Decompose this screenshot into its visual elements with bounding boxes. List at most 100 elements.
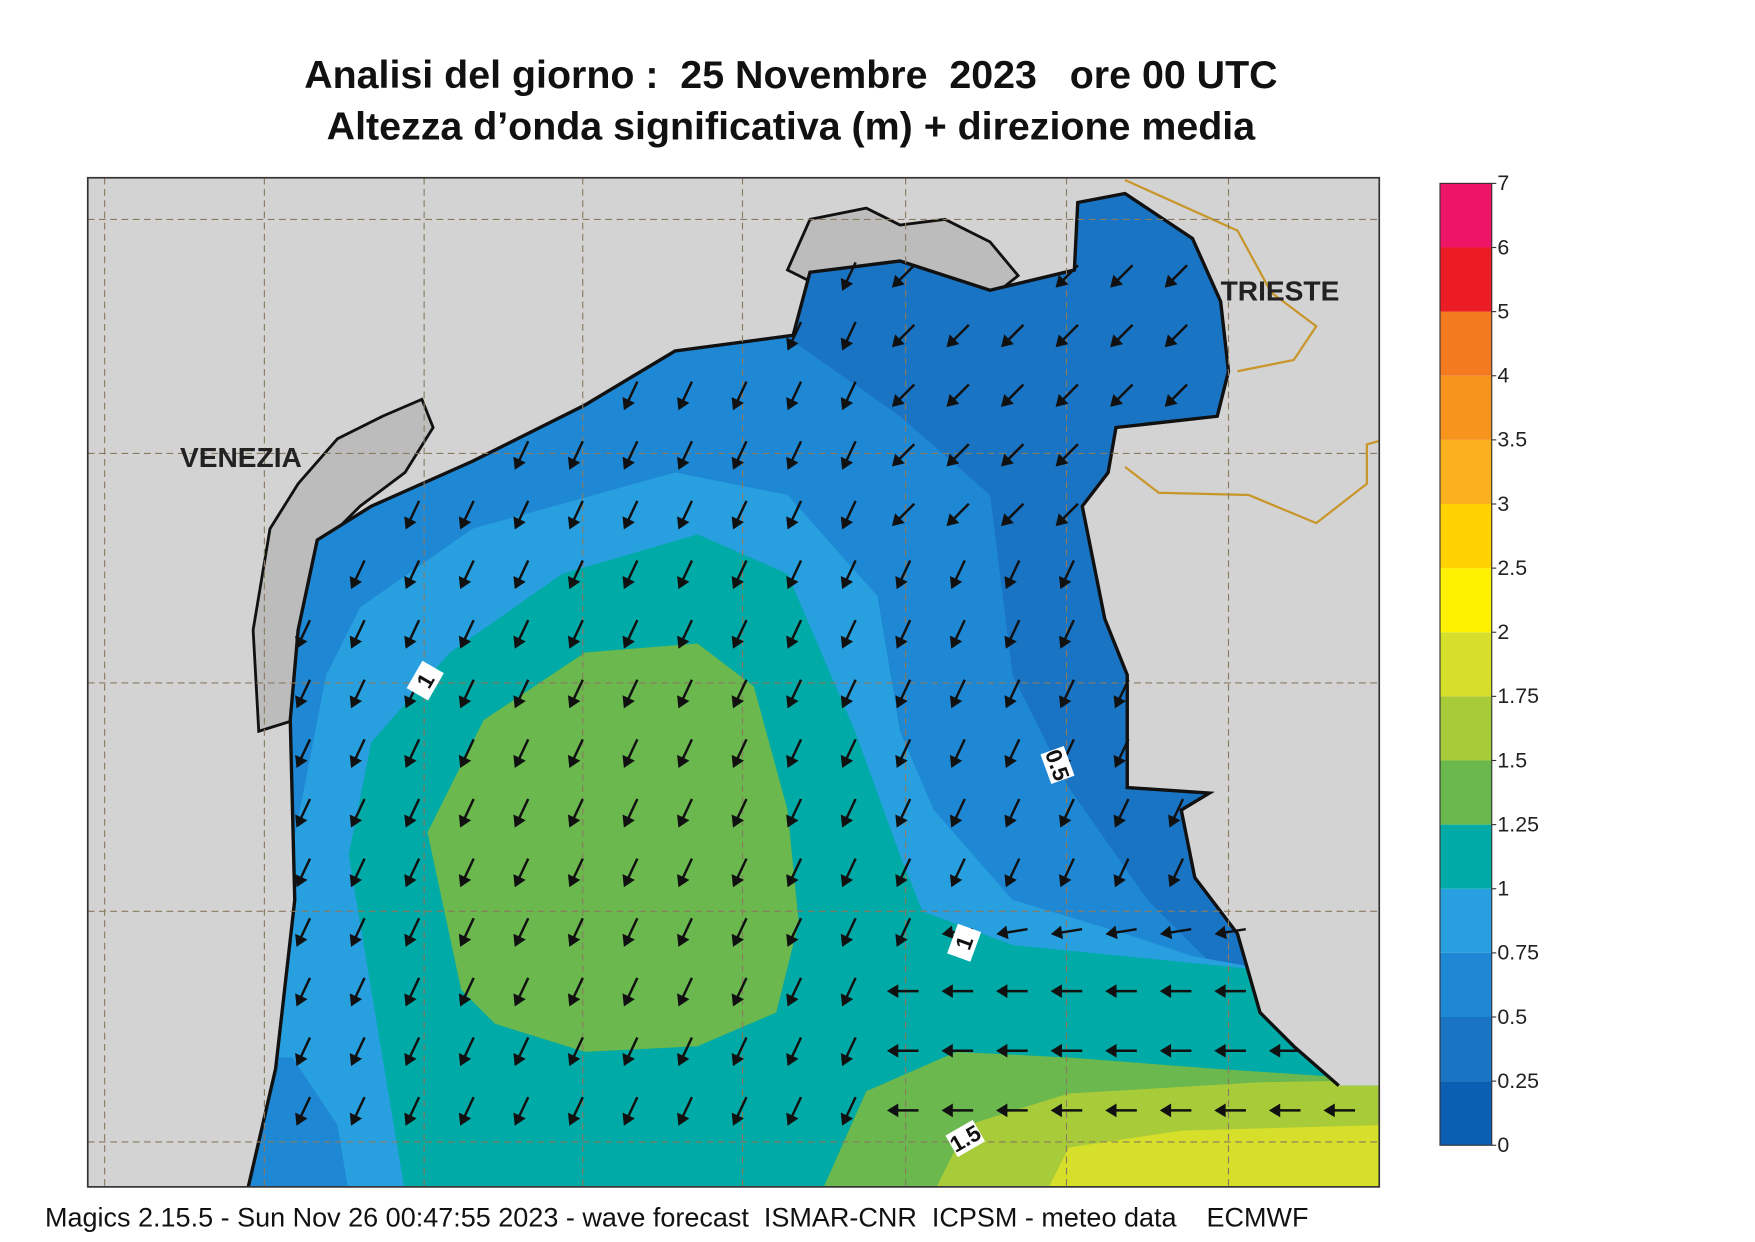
contour-label-box — [945, 1119, 986, 1158]
colorbar-label: 0 — [1497, 1133, 1509, 1157]
arrow-head — [1159, 1043, 1172, 1058]
arrow-head — [1050, 1103, 1062, 1118]
arrow-head — [349, 933, 363, 947]
arrow-head — [786, 337, 799, 351]
arrow-head — [404, 635, 417, 649]
arrow-head — [458, 814, 472, 828]
arrow-head — [458, 1112, 472, 1126]
arrow-head — [295, 695, 308, 709]
arrow-head — [622, 874, 635, 888]
arrow-head — [295, 993, 308, 1007]
arrow-head — [513, 635, 526, 649]
arrow-head — [1004, 695, 1017, 709]
arrow-head — [567, 456, 581, 470]
arrow-head — [840, 1112, 854, 1126]
arrow-head — [1110, 334, 1124, 348]
arrow-head — [786, 456, 799, 470]
arrow-head — [1268, 1103, 1281, 1118]
arrow-head — [622, 695, 635, 709]
arrow-head — [295, 874, 308, 888]
arrow-head — [1059, 814, 1072, 828]
arrow-head — [1059, 695, 1072, 709]
colorbar-swatch — [1440, 183, 1492, 248]
arrow-head — [1164, 394, 1178, 407]
arrow-head — [513, 456, 526, 470]
arrow-head — [1214, 925, 1227, 940]
arrow-head — [622, 933, 635, 947]
arrow-head — [1004, 814, 1017, 828]
arrow-head — [840, 397, 854, 411]
arrow-head — [567, 516, 581, 530]
arrow-head — [786, 397, 799, 411]
wave-arrows — [295, 261, 1356, 1126]
arrow-head — [895, 874, 908, 888]
arrow-head — [895, 933, 908, 947]
arrow-head — [840, 874, 854, 888]
arrow-head — [567, 1052, 581, 1067]
arrow-head — [1001, 513, 1014, 527]
arrow-head — [349, 874, 363, 888]
arrow-head — [513, 516, 526, 530]
arrow-head — [349, 635, 363, 649]
arrow-head — [1113, 695, 1126, 709]
colorbar-swatch — [1440, 760, 1492, 825]
colorbar-swatch — [1440, 311, 1492, 376]
contour-label-box — [1040, 745, 1075, 785]
arrow-head — [567, 1112, 581, 1126]
arrow-head — [404, 993, 417, 1007]
arrow-head — [996, 925, 1009, 940]
arrow-head — [1059, 874, 1072, 888]
graticule — [87, 177, 1380, 1187]
arrow-head — [677, 575, 690, 590]
arrow-head — [404, 1112, 417, 1126]
arrow-head — [1105, 1043, 1117, 1058]
arrow-head — [295, 814, 308, 828]
coastline — [246, 191, 1340, 1187]
arrow-head — [895, 754, 908, 769]
arrow-head — [731, 635, 745, 649]
arrow-head — [840, 814, 854, 828]
arrow-head — [513, 874, 526, 888]
arrow-head — [891, 394, 905, 407]
subtitle: Altezza d’onda significativa (m) + direz… — [327, 105, 1257, 149]
arrow-head — [1159, 925, 1173, 940]
colorbar-swatch — [1440, 1081, 1492, 1146]
title: Analisi del giorno : 25 Novembre 2023 or… — [304, 53, 1277, 97]
colorbar-swatch — [1440, 1017, 1492, 1082]
colorbar-frame — [1439, 182, 1493, 1146]
colorbar: 0 0.25 0.5 0.75 1 1.25 1.5 1.75 2 2.5 3 3.5 4 5 6 7 — [1439, 171, 1539, 1157]
arrow-head — [1113, 814, 1126, 828]
arrow-head — [677, 754, 690, 769]
arrow-head — [1168, 814, 1181, 828]
arrow-head — [1214, 1103, 1226, 1118]
arrow-head — [677, 814, 690, 828]
arrow-head — [567, 695, 581, 709]
arrow-head — [946, 394, 960, 407]
arrow-head — [349, 695, 363, 709]
arrow-head — [731, 993, 745, 1007]
colorbar-swatch — [1440, 952, 1492, 1017]
map-frame — [86, 176, 1381, 1188]
arrow-head — [677, 1112, 690, 1126]
arrow-head — [895, 575, 908, 590]
arrow-head — [677, 635, 690, 649]
arrow-head — [1059, 575, 1072, 590]
arrow-head — [1105, 1103, 1117, 1118]
arrow-head — [458, 993, 472, 1007]
contour-label: 1 — [947, 923, 982, 962]
arrow-head — [513, 993, 526, 1007]
contour-label-box — [406, 660, 444, 701]
arrow-head — [458, 1052, 472, 1067]
arrow-head — [1050, 1043, 1062, 1058]
arrow-head — [1323, 1103, 1335, 1118]
colorbar-label: 7 — [1497, 171, 1509, 195]
arrow-head — [786, 1052, 799, 1067]
colorbar-swatch — [1440, 888, 1492, 953]
arrow-head — [404, 933, 417, 947]
colorbar-label: 1.25 — [1497, 812, 1539, 836]
arrow-head — [1059, 635, 1072, 649]
arrow-head — [1001, 334, 1014, 348]
arrow-head — [840, 933, 854, 947]
arrow-head — [786, 874, 799, 888]
